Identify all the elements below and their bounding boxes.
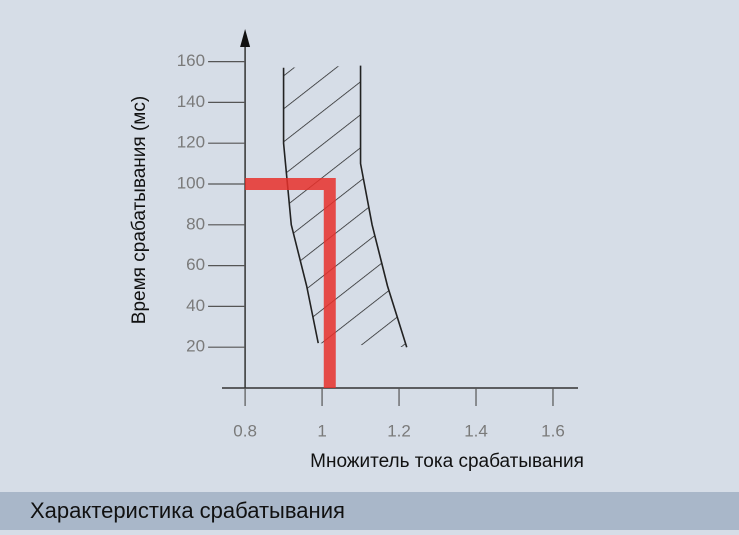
characteristic-line	[245, 178, 336, 388]
x-axis-label: Множитель тока срабатывания	[310, 451, 584, 472]
caption-strip	[0, 492, 739, 530]
plot-area: 20 40 60 80 100 120 140 160 0.8 1 1.2 1.4 1.6	[177, 29, 578, 440]
y-tick-label: 80	[186, 214, 205, 233]
y-tick-label: 160	[177, 51, 205, 70]
y-tick-label: 20	[186, 337, 205, 356]
x-tick-label: 1.6	[541, 421, 565, 440]
x-tick-label: 1	[317, 421, 326, 440]
y-tick-label: 140	[177, 92, 205, 111]
x-tick-label: 1.2	[387, 421, 411, 440]
y-axis-arrow	[240, 29, 251, 47]
caption: Характеристика срабатывания	[30, 498, 345, 523]
y-tick-label: 60	[186, 255, 205, 274]
x-tick-label: 1.4	[464, 421, 488, 440]
y-tick-label: 100	[177, 173, 205, 192]
band-boundary	[359, 65, 408, 348]
band-boundary	[282, 67, 320, 344]
y-tick-label: 40	[186, 296, 205, 315]
x-tick-label: 0.8	[233, 421, 257, 440]
y-tick-label: 120	[177, 133, 205, 152]
y-axis-label: Время срабатывания (мс)	[129, 96, 150, 324]
hatch-area	[283, 65, 407, 348]
